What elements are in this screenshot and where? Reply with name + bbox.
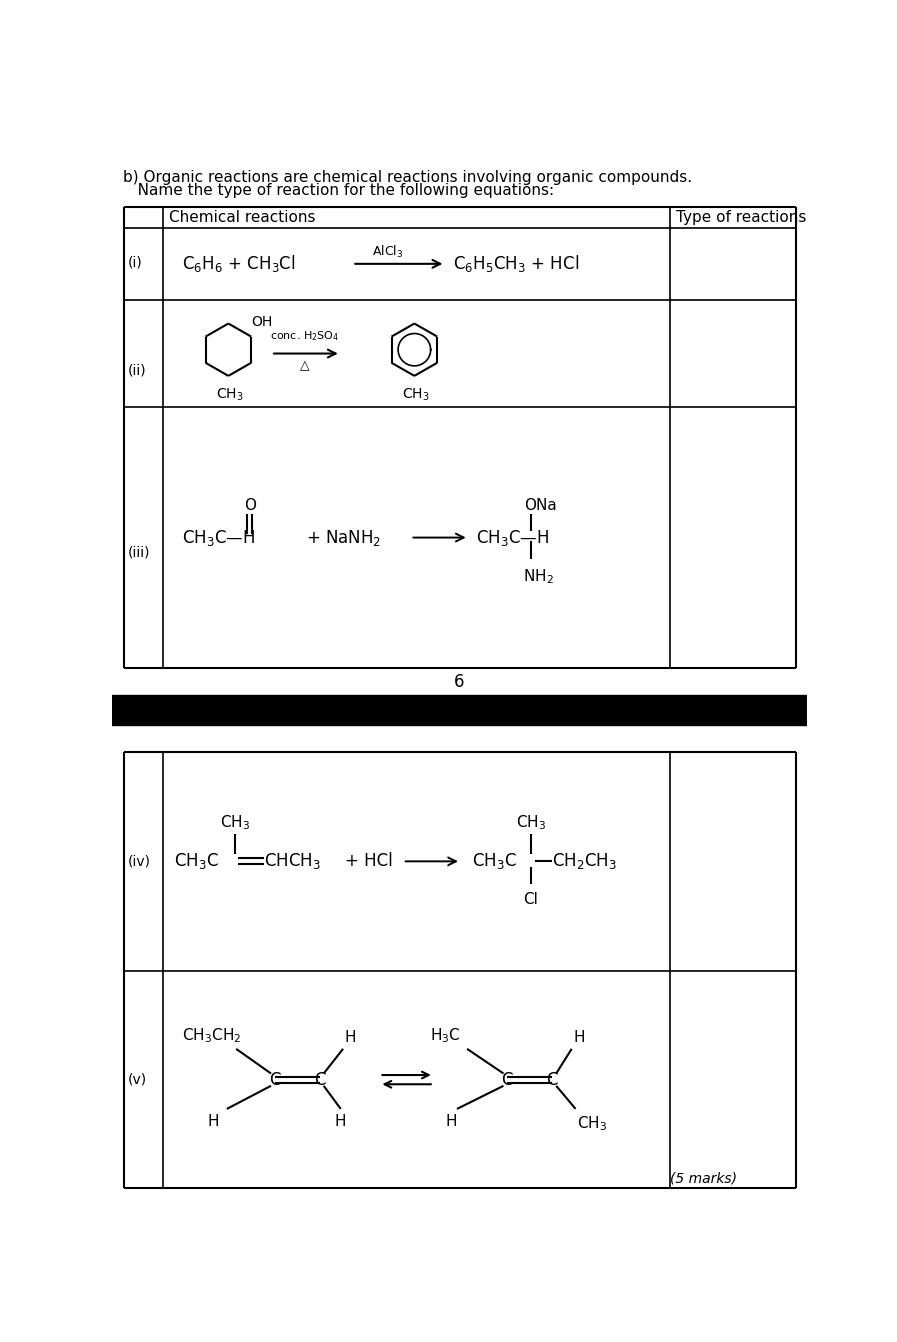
Text: H: H (335, 1114, 346, 1130)
Text: C: C (269, 1071, 281, 1088)
Text: $\mathregular{CH_3}$: $\mathregular{CH_3}$ (516, 813, 545, 832)
Text: $\mathregular{CH_3C}$—H: $\mathregular{CH_3C}$—H (476, 527, 550, 548)
Text: (iii): (iii) (127, 546, 150, 560)
Text: $\mathregular{CH_3C}$: $\mathregular{CH_3C}$ (473, 851, 518, 871)
Text: $\mathregular{AlCl_3}$: $\mathregular{AlCl_3}$ (371, 243, 403, 259)
Text: O: O (244, 498, 256, 513)
Text: $\mathregular{CH_3C}$—H: $\mathregular{CH_3C}$—H (182, 527, 255, 548)
Text: $\mathregular{C_6H_6}$ + $\mathregular{CH_3Cl}$: $\mathregular{C_6H_6}$ + $\mathregular{C… (182, 254, 296, 274)
Text: H: H (207, 1114, 219, 1130)
Text: C: C (546, 1071, 558, 1088)
Text: (v): (v) (127, 1072, 147, 1087)
Text: C: C (501, 1071, 513, 1088)
Text: (i): (i) (127, 256, 143, 270)
Text: 6: 6 (454, 674, 465, 691)
Text: $\mathregular{CH_3CH_2}$: $\mathregular{CH_3CH_2}$ (182, 1027, 241, 1045)
Text: H: H (344, 1031, 356, 1045)
Text: (5 marks): (5 marks) (670, 1172, 737, 1185)
Text: $\mathregular{H_3C}$: $\mathregular{H_3C}$ (430, 1027, 460, 1045)
Text: $\mathregular{NH_2}$: $\mathregular{NH_2}$ (523, 566, 553, 585)
Text: $\mathregular{CH_3C}$: $\mathregular{CH_3C}$ (174, 851, 219, 871)
Bar (112, 695, 807, 725)
Text: H: H (446, 1114, 457, 1130)
Text: C: C (314, 1071, 326, 1088)
Text: ONa: ONa (525, 498, 557, 513)
Text: $\mathregular{CH_3}$: $\mathregular{CH_3}$ (402, 386, 430, 403)
Text: (iv): (iv) (127, 855, 151, 868)
Text: $\mathregular{CH_2CH_3}$: $\mathregular{CH_2CH_3}$ (553, 851, 617, 871)
Text: H: H (573, 1031, 585, 1045)
Text: + $\mathregular{NaNH_2}$: + $\mathregular{NaNH_2}$ (306, 527, 381, 548)
Text: $\mathregular{C_6H_5CH_3}$ + HCl: $\mathregular{C_6H_5CH_3}$ + HCl (453, 254, 579, 274)
Text: Type of reactions: Type of reactions (676, 209, 806, 224)
Text: Chemical reactions: Chemical reactions (169, 209, 315, 224)
Text: (ii): (ii) (127, 364, 146, 377)
Text: $\mathregular{CHCH_3}$: $\mathregular{CHCH_3}$ (264, 851, 321, 871)
Text: Name the type of reaction for the following equations:: Name the type of reaction for the follow… (123, 183, 554, 197)
Text: conc. $\mathregular{H_2SO_4}$: conc. $\mathregular{H_2SO_4}$ (270, 329, 339, 342)
Text: + HCl: + HCl (344, 852, 392, 871)
Text: $\mathregular{CH_3}$: $\mathregular{CH_3}$ (220, 813, 249, 832)
Text: b) Organic reactions are chemical reactions involving organic compounds.: b) Organic reactions are chemical reacti… (123, 170, 692, 185)
Text: $\mathregular{CH_3}$: $\mathregular{CH_3}$ (577, 1114, 607, 1133)
Text: OH: OH (251, 315, 273, 329)
Text: $\mathregular{CH_3}$: $\mathregular{CH_3}$ (216, 386, 244, 403)
Text: △: △ (300, 360, 309, 373)
Text: Cl: Cl (523, 892, 538, 907)
